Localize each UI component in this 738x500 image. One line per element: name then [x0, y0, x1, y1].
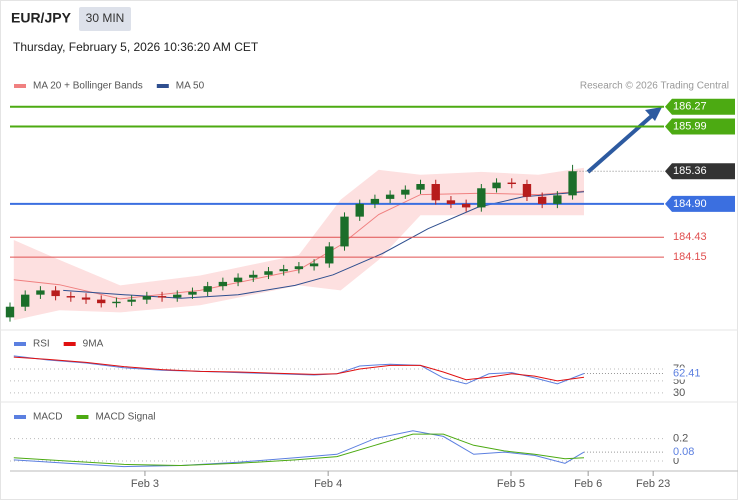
candle-body	[127, 299, 136, 302]
candle-body	[249, 274, 258, 278]
legend-swatch	[156, 84, 169, 88]
timestamp: Thursday, February 5, 2026 10:36:20 AM C…	[13, 40, 259, 54]
candle-body	[21, 294, 30, 307]
price-label-box	[665, 195, 735, 212]
candle-body	[203, 286, 212, 292]
y-tick-label: 30	[673, 387, 685, 399]
last-value-bg	[668, 367, 704, 380]
y-tick-label: 0.2	[673, 433, 688, 445]
candle-body	[325, 246, 334, 264]
indicator-line	[13, 355, 585, 385]
candle-body	[112, 301, 121, 304]
legend-label: MA 20 + Bollinger Bands	[33, 81, 143, 92]
x-tick-label: Feb 23	[636, 478, 670, 490]
legend-label: MA 50	[176, 81, 205, 92]
candle-body	[522, 184, 532, 197]
candle-body	[401, 189, 410, 195]
price-label: 185.99	[673, 120, 707, 132]
legend-label: RSI	[33, 339, 50, 350]
candle-body	[97, 299, 106, 304]
candle-body	[309, 263, 319, 267]
candle-body	[51, 290, 60, 297]
level-label: 184.15	[673, 251, 707, 263]
bollinger-band	[13, 167, 585, 321]
legend-label: MACD	[33, 412, 62, 423]
candle-body	[173, 294, 182, 298]
timeframe: 30 MIN	[86, 11, 125, 25]
indicator-line	[13, 356, 585, 382]
legend-label: 9MA	[83, 339, 104, 350]
candle-body	[477, 188, 486, 208]
candle-body	[294, 266, 304, 270]
legend-swatch	[76, 415, 89, 419]
candle-body	[188, 291, 197, 295]
candle-body	[416, 184, 425, 190]
forecast-arrow	[586, 111, 657, 174]
symbol: EUR/JPY	[11, 10, 72, 26]
candle-body	[66, 296, 75, 298]
legend-swatch	[14, 415, 26, 419]
candle-body	[507, 182, 516, 185]
source: Research © 2026 Trading Central	[580, 81, 729, 92]
price-label-box	[665, 163, 735, 180]
last-value-label: 62.41	[673, 367, 701, 379]
candle-body	[36, 290, 45, 295]
candle-body	[355, 203, 364, 217]
candle-body	[157, 296, 167, 298]
candle-body	[340, 216, 349, 247]
candle-body	[370, 198, 380, 204]
candle-body	[264, 271, 273, 275]
candle-body	[5, 306, 15, 318]
legend-swatch	[14, 84, 26, 88]
price-label: 185.36	[673, 165, 707, 177]
y-tick-label: 0	[673, 455, 679, 467]
legend-label: MACD Signal	[95, 412, 155, 423]
level-label: 184.43	[673, 231, 707, 243]
last-value-bg	[668, 446, 704, 459]
candle-body	[492, 182, 501, 189]
indicator-line	[13, 433, 585, 467]
forecast-arrow-head	[645, 107, 662, 121]
candle-body	[553, 195, 562, 204]
price-label-box	[665, 118, 735, 135]
x-tick-label: Feb 5	[497, 478, 525, 490]
candle-body	[446, 200, 456, 204]
candle-body	[218, 281, 228, 287]
x-tick-label: Feb 6	[574, 478, 602, 490]
price-label: 186.27	[673, 101, 707, 113]
candle-body	[385, 194, 395, 199]
x-tick-label: Feb 4	[314, 478, 342, 490]
candle-body	[568, 171, 577, 196]
legend-swatch	[63, 342, 76, 346]
candle-body	[142, 296, 152, 300]
candle-body	[431, 184, 440, 201]
price-label: 184.90	[673, 198, 707, 210]
price-label-box	[665, 98, 735, 115]
timeframe-box	[79, 7, 131, 31]
legend-swatch	[14, 342, 26, 346]
candle-body	[233, 277, 243, 282]
x-tick-label: Feb 3	[131, 478, 159, 490]
candle-body	[81, 297, 91, 300]
candle-body	[537, 196, 547, 204]
candle-body	[461, 203, 471, 208]
indicator-line	[13, 430, 585, 468]
last-value-label: 0.08	[673, 446, 694, 458]
candle-body	[279, 269, 288, 272]
